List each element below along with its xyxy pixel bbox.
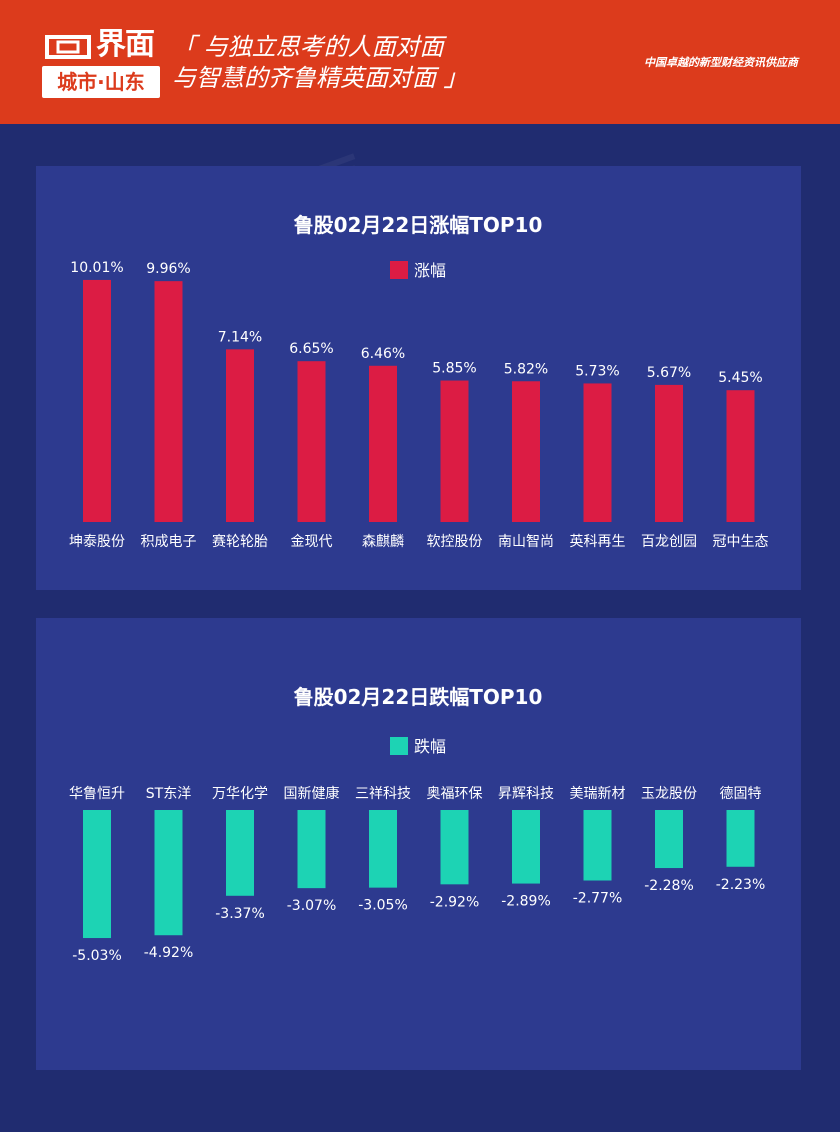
data-label: 5.85% [432, 361, 476, 377]
data-label: -2.28% [644, 878, 694, 894]
legend-swatch [390, 737, 408, 755]
data-label: -2.77% [573, 891, 623, 907]
category-label: 积成电子 [141, 534, 197, 550]
category-label: 百龙创园 [641, 534, 697, 550]
data-label: 5.45% [718, 370, 762, 386]
category-label: 国新健康 [284, 785, 340, 802]
gain-bar-chart: 鲁股02月22日涨幅TOP10 涨幅 10.01% 坤泰股份 9.96% 积成电子 7.14… [69, 213, 769, 550]
bar [369, 810, 397, 888]
data-label: 5.67% [647, 365, 691, 381]
tagline: 中国卓越的新型财经资讯供应商 [644, 56, 798, 69]
category-label: ST东洋 [146, 786, 191, 802]
jiemian-logo: 界面 城市·山东 [42, 27, 160, 100]
chart-legend: 涨幅 [390, 261, 446, 280]
bar [440, 380, 469, 522]
bar [297, 810, 326, 889]
category-label: 万华化学 [212, 786, 268, 802]
data-label: 9.96% [146, 261, 190, 277]
bar [655, 384, 683, 522]
legend-label: 涨幅 [414, 261, 446, 280]
slogan-line-1: 「 与独立思考的人面对面 [172, 33, 444, 61]
chart-title: 鲁股02月22日涨幅TOP10 [294, 213, 543, 237]
category-label: 软控股份 [427, 534, 483, 550]
bar [226, 349, 254, 522]
category-label: 奥福环保 [427, 785, 483, 802]
bar [655, 810, 683, 869]
data-label: -5.03% [72, 948, 122, 964]
bar [512, 381, 540, 522]
header-banner: 界面 城市·山东 「 与独立思考的人面对面 与智慧的齐鲁精英面对面 」 中国卓越… [0, 0, 840, 124]
category-label: 坤泰股份 [69, 534, 125, 550]
category-label: 昇辉科技 [498, 786, 554, 802]
category-label: 美瑞新材 [570, 786, 626, 802]
legend-label: 跌幅 [414, 737, 446, 756]
bar [154, 810, 183, 936]
data-label: -3.07% [287, 898, 337, 914]
loss-bar-chart: 鲁股02月22日跌幅TOP10 跌幅 -5.03% 华鲁恒升 -4.92% ST东洋 -3.… [69, 685, 766, 964]
bar [583, 810, 612, 881]
logo-subtitle: 城市·山东 [42, 66, 160, 98]
bar [440, 810, 469, 885]
bar [226, 810, 254, 896]
category-label: 金现代 [291, 534, 333, 550]
category-label: 玉龙股份 [641, 786, 697, 802]
category-label: 华鲁恒升 [69, 786, 125, 802]
category-label: 冠中生态 [713, 534, 769, 550]
slogan-line-2: 与智慧的齐鲁精英面对面 」 [172, 64, 468, 92]
chart-legend: 跌幅 [390, 737, 446, 756]
bar [726, 810, 755, 867]
data-label: 10.01% [70, 260, 123, 276]
data-label: 6.65% [289, 341, 333, 357]
data-label: 6.46% [361, 346, 405, 362]
data-label: 5.73% [575, 363, 619, 379]
chart-title: 鲁股02月22日跌幅TOP10 [294, 685, 543, 709]
bar [154, 281, 183, 522]
slogan: 「 与独立思考的人面对面 与智慧的齐鲁精英面对面 」 [172, 32, 468, 94]
data-label: -2.92% [430, 894, 480, 910]
logo-name: 界面 [96, 27, 155, 62]
logo-frame-icon [45, 35, 91, 59]
bar [83, 810, 111, 939]
category-label: 德固特 [720, 786, 762, 802]
data-label: 5.82% [504, 361, 548, 377]
category-label: 英科再生 [570, 533, 626, 550]
bar [297, 361, 326, 522]
data-label: -3.05% [358, 898, 408, 914]
bar [512, 810, 540, 884]
legend-swatch [390, 261, 408, 279]
data-label: -3.37% [215, 906, 265, 922]
data-label: -4.92% [144, 945, 194, 961]
data-label: 7.14% [218, 329, 262, 345]
bar [83, 279, 111, 522]
data-label: -2.23% [716, 877, 766, 893]
bar [583, 383, 612, 522]
gain-chart-panel: 鲁股02月22日涨幅TOP10 涨幅 10.01% 坤泰股份 9.96% 积成电子 7.14… [36, 166, 801, 590]
loss-chart-panel: 鲁股02月22日跌幅TOP10 跌幅 -5.03% 华鲁恒升 -4.92% ST东洋 -3.… [36, 618, 801, 1070]
category-label: 赛轮轮胎 [212, 534, 268, 550]
category-label: 森麒麟 [362, 534, 404, 550]
category-label: 三祥科技 [355, 786, 411, 802]
bar [726, 390, 755, 522]
bar [369, 365, 397, 522]
data-label: -2.89% [501, 894, 551, 910]
category-label: 南山智尚 [498, 534, 554, 550]
